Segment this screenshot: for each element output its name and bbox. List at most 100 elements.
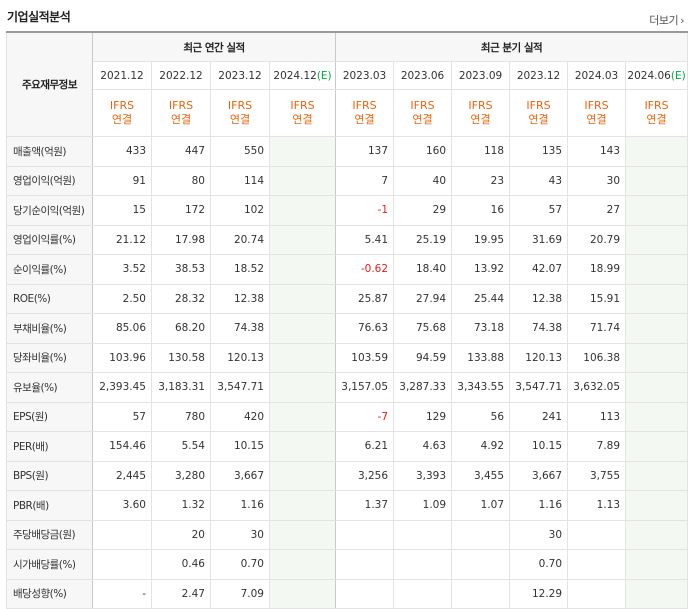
- period-label: 2022.12: [159, 69, 203, 82]
- table-cell: 1.16: [509, 490, 569, 521]
- table-cell: [393, 578, 453, 609]
- standard-line1: IFRS: [227, 99, 253, 112]
- table-row: PBR(배) 3.60 1.32 1.16 1.37 1.09 1.07 1.16 1.13: [6, 490, 689, 521]
- table-cell: 5.41: [335, 224, 395, 255]
- estimate-marker: (E): [316, 69, 332, 82]
- table-cell: 3,547.71: [210, 372, 270, 403]
- table-cell: 2,445: [92, 460, 152, 491]
- table-cell: 85.06: [92, 313, 152, 344]
- standard-line1: IFRS: [290, 99, 315, 112]
- row-label: 영업이익률(%): [6, 224, 93, 255]
- table-cell: [268, 519, 337, 550]
- accounting-standard-header: IFRS 연결: [509, 89, 569, 137]
- row-label: 유보율(%): [6, 372, 93, 403]
- table-cell: 1.16: [210, 490, 270, 521]
- table-cell: 27.94: [393, 283, 453, 314]
- accounting-standard-label: IFRS 연결: [644, 99, 668, 127]
- table-cell: 433: [92, 136, 152, 167]
- table-cell: [268, 549, 337, 580]
- table-cell: 1.37: [335, 490, 395, 521]
- table-cell: 129: [393, 401, 453, 432]
- table-cell: -: [92, 578, 152, 609]
- table-cell: 3.60: [92, 490, 152, 521]
- table-cell: [92, 549, 152, 580]
- table-cell: 3,343.55: [451, 372, 511, 403]
- standard-line1: IFRS: [644, 99, 669, 112]
- table-cell: [92, 519, 152, 550]
- accounting-standard-header: IFRS 연결: [335, 89, 395, 137]
- standard-line1: IFRS: [410, 99, 435, 112]
- standard-line1: IFRS: [584, 99, 609, 112]
- table-cell: 241: [509, 401, 569, 432]
- accounting-standard-header: IFRS 연결: [625, 89, 689, 137]
- table-cell: [268, 254, 337, 285]
- table-cell: 1.09: [393, 490, 453, 521]
- table-cell: 43: [509, 165, 569, 196]
- table-row: 당기순이익(억원) 15 172 102 -1 29 16 57 27: [6, 195, 689, 226]
- table-cell: [625, 224, 689, 255]
- more-label: 더보기: [649, 14, 679, 27]
- more-link[interactable]: 더보기 ›: [649, 12, 684, 28]
- standard-line2: 연결: [646, 113, 667, 126]
- table-cell: 780: [151, 401, 211, 432]
- table-cell: 16: [451, 195, 511, 226]
- table-cell: 118: [451, 136, 511, 167]
- period-label: 2024.03: [574, 69, 619, 82]
- table-cell: [268, 460, 337, 491]
- table-cell: [268, 431, 337, 462]
- table-cell: 1.13: [567, 490, 627, 521]
- table-cell: 5.54: [151, 431, 211, 462]
- table-row: 매출액(억원) 433 447 550 137 160 118 135 143: [6, 136, 689, 167]
- table-cell: 160: [393, 136, 453, 167]
- table-cell: 18.99: [567, 254, 627, 285]
- table-cell: 21.12: [92, 224, 152, 255]
- period-label: 2021.12: [100, 69, 144, 82]
- table-cell: [625, 372, 689, 403]
- accounting-standard-header: IFRS 연결: [393, 89, 453, 137]
- table-cell: -0.62: [335, 254, 395, 285]
- standard-line2: 연결: [354, 113, 375, 126]
- standard-line2: 연결: [292, 113, 313, 126]
- table-cell: 102: [210, 195, 270, 226]
- table-cell: 10.15: [509, 431, 569, 462]
- table-cell: 3,632.05: [567, 372, 627, 403]
- accounting-standard-label: IFRS 연결: [169, 99, 193, 127]
- standard-line1: IFRS: [468, 99, 493, 112]
- table-cell: 3,287.33: [393, 372, 453, 403]
- table-cell: [268, 578, 337, 609]
- annual-period-header: 2023.12: [210, 61, 270, 90]
- row-label: 당좌비율(%): [6, 342, 93, 373]
- row-label: 순이익률(%): [6, 254, 93, 285]
- table-cell: [451, 519, 511, 550]
- table-row: 부채비율(%) 85.06 68.20 74.38 76.63 75.68 73.18 74.…: [6, 313, 689, 344]
- table-cell: 38.53: [151, 254, 211, 285]
- standard-line2: 연결: [528, 113, 549, 126]
- table-cell: 18.52: [210, 254, 270, 285]
- table-cell: [625, 431, 689, 462]
- table-cell: 3,547.71: [509, 372, 569, 403]
- table-cell: [393, 519, 453, 550]
- table-cell: 20: [151, 519, 211, 550]
- table-cell: [268, 136, 337, 167]
- table-cell: [268, 283, 337, 314]
- table-cell: 20.74: [210, 224, 270, 255]
- table-cell: [625, 401, 689, 432]
- table-cell: 135: [509, 136, 569, 167]
- table-cell: 25.19: [393, 224, 453, 255]
- row-label: 당기순이익(억원): [6, 195, 93, 226]
- table-cell: 12.38: [210, 283, 270, 314]
- accounting-standard-header: IFRS 연결: [210, 89, 270, 137]
- table-cell: [625, 578, 689, 609]
- row-label: PBR(배): [6, 490, 93, 521]
- table-cell: 10.15: [210, 431, 270, 462]
- accounting-standard-header: IFRS 연결: [151, 89, 211, 137]
- table-cell: [451, 549, 511, 580]
- table-row: 주당배당금(원) 20 30 30: [6, 519, 689, 550]
- table-cell: 6.21: [335, 431, 395, 462]
- table-cell: [567, 519, 627, 550]
- table-cell: [625, 283, 689, 314]
- table-cell: 3,280: [151, 460, 211, 491]
- table-cell: 91: [92, 165, 152, 196]
- quarter-period-header: 2024.06(E): [625, 61, 689, 90]
- accounting-standard-label: IFRS 연결: [468, 99, 492, 127]
